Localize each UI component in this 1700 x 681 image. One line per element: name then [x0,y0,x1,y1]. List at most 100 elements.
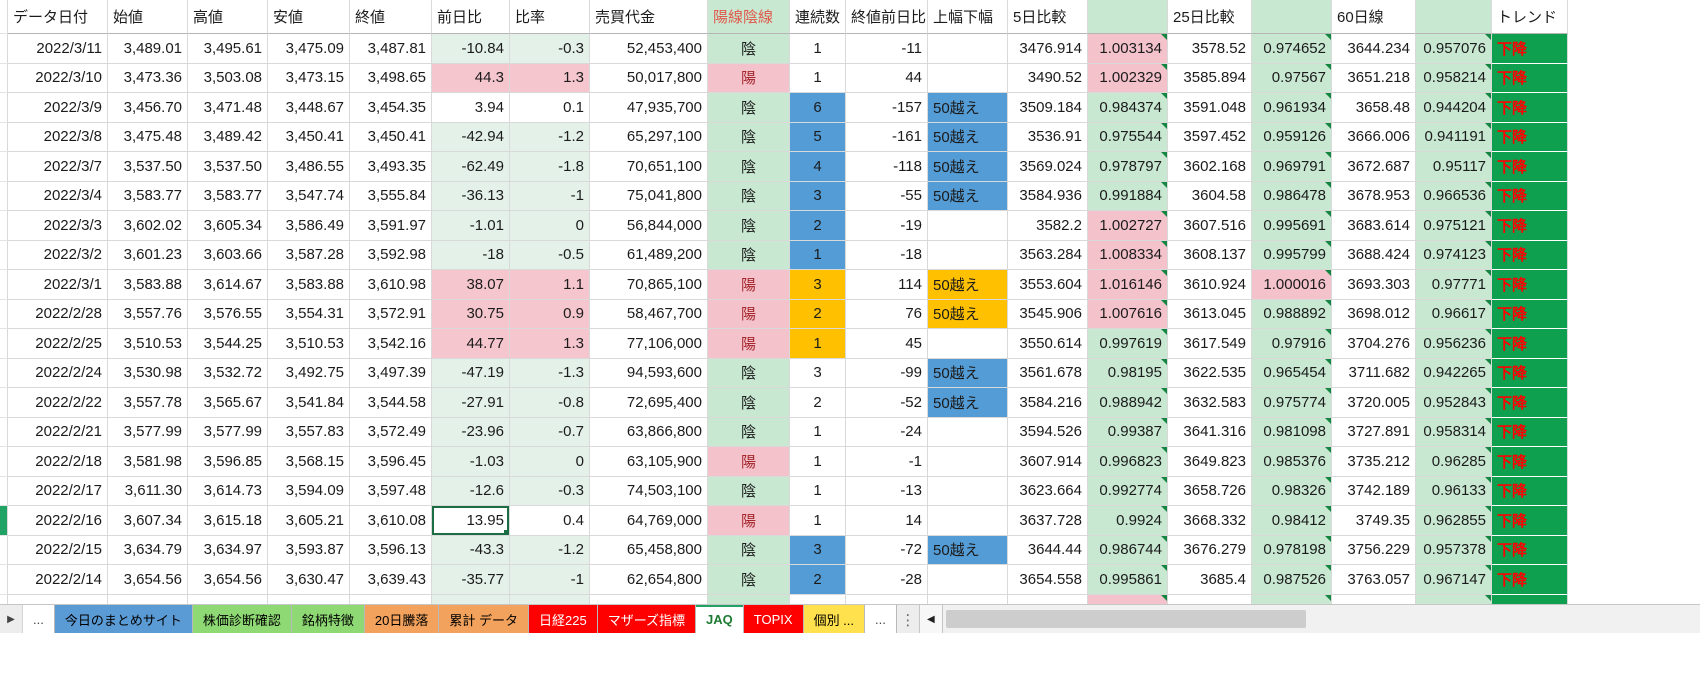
cell-low[interactable]: 3,630.47 [268,565,350,595]
cell-streak[interactable]: 3 [790,181,846,211]
sheet-tab-active[interactable]: JAQ [696,605,744,634]
cell-d25[interactable]: 3608.137 [1168,240,1252,270]
cell-d5[interactable]: 3584.216 [1008,388,1088,418]
cell-candle[interactable]: 陽 [708,63,790,93]
cell-ratio[interactable]: 1.3 [510,63,590,93]
cell-value[interactable]: 77,106,000 [590,329,708,359]
sheet-tab[interactable]: ... [865,605,897,634]
cell-streak[interactable]: 3 [790,535,846,565]
cell-d5r[interactable]: 0.9924 [1088,506,1168,536]
cell-candle[interactable]: 陰 [708,34,790,64]
cell-streak[interactable]: 1 [790,476,846,506]
column-header-change[interactable]: 前日比 [432,0,510,34]
cell-d25[interactable]: 3607.516 [1168,211,1252,241]
cell-d5[interactable]: 3476.914 [1008,34,1088,64]
cell-ratio[interactable]: -1.3 [510,358,590,388]
cell-d60r[interactable]: 0.942265 [1416,358,1492,388]
cell-low[interactable]: 3,554.31 [268,299,350,329]
cell-high[interactable]: 3,565.67 [188,388,268,418]
cell-value[interactable]: 52,453,400 [590,34,708,64]
cell-d60[interactable]: 3711.682 [1332,358,1416,388]
column-header-d60-ratio[interactable] [1416,0,1492,34]
cell-d5r[interactable]: 0.978797 [1088,152,1168,182]
cell-d25r[interactable]: 0.961934 [1252,93,1332,123]
cell-low[interactable]: 3,557.83 [268,417,350,447]
cell-candle[interactable]: 陽 [708,329,790,359]
cell-d25[interactable]: 3591.048 [1168,93,1252,123]
cell-streak[interactable] [790,594,846,604]
cell-value[interactable]: 61,489,200 [590,240,708,270]
cell-range[interactable]: 50越え [928,122,1008,152]
cell-close_diff[interactable]: 114 [846,270,928,300]
cell-close[interactable]: 3,487.81 [350,34,432,64]
cell-high[interactable]: 3,503.08 [188,63,268,93]
cell-d60r[interactable]: 0.962855 [1416,506,1492,536]
cell-ratio[interactable]: -0.5 [510,240,590,270]
cell-d5r[interactable]: 0.98195 [1088,358,1168,388]
sheet-tab[interactable]: 累計 データ [439,605,529,634]
cell-change[interactable]: -18 [432,240,510,270]
cell-close[interactable]: 3,454.35 [350,93,432,123]
column-header-close[interactable]: 終値 [350,0,432,34]
cell-candle[interactable]: 陰 [708,122,790,152]
cell-d60[interactable]: 3756.229 [1332,535,1416,565]
frozen-edge-cell[interactable] [0,299,8,329]
sheet-tab[interactable]: 株価診断確認 [192,605,292,634]
cell-close_diff[interactable]: -157 [846,93,928,123]
cell-high[interactable]: 3,471.48 [188,93,268,123]
cell-close[interactable]: 3,639.43 [350,565,432,595]
cell-d25r[interactable]: 0.98412 [1252,506,1332,536]
cell-streak[interactable]: 1 [790,63,846,93]
cell-close[interactable]: 3,555.84 [350,181,432,211]
cell-d25r[interactable]: 0.974652 [1252,34,1332,64]
cell-open[interactable]: 3,557.76 [108,299,188,329]
cell-d60[interactable]: 3720.005 [1332,388,1416,418]
cell-close[interactable]: 3,572.49 [350,417,432,447]
cell-close_diff[interactable]: 76 [846,299,928,329]
cell-close[interactable]: 3,610.08 [350,506,432,536]
cell-d5r[interactable]: 1.003134 [1088,34,1168,64]
cell-d60[interactable] [1332,594,1416,604]
cell-d25[interactable]: 3649.823 [1168,447,1252,477]
scrollbar-left-icon[interactable]: ◀ [918,605,943,634]
cell-d60[interactable]: 3683.614 [1332,211,1416,241]
cell-candle[interactable]: 陰 [708,93,790,123]
cell-range[interactable] [928,506,1008,536]
cell-close_diff[interactable]: -18 [846,240,928,270]
cell-close_diff[interactable]: 45 [846,329,928,359]
cell-value[interactable]: 63,866,800 [590,417,708,447]
cell-candle[interactable]: 陰 [708,417,790,447]
cell-d60r[interactable]: 0.941191 [1416,122,1492,152]
cell-d25[interactable]: 3668.332 [1168,506,1252,536]
cell-range[interactable] [928,594,1008,604]
cell-range[interactable]: 50越え [928,388,1008,418]
cell-trend[interactable]: 下降 [1492,240,1568,270]
cell-high[interactable]: 3,614.73 [188,476,268,506]
cell-date[interactable]: 2022/2/18 [8,447,108,477]
cell-date[interactable]: 2022/3/2 [8,240,108,270]
cell-high[interactable]: 3,537.50 [188,152,268,182]
cell-low[interactable]: 3,450.41 [268,122,350,152]
cell-d60r[interactable]: 0.97771 [1416,270,1492,300]
cell-streak[interactable]: 4 [790,152,846,182]
cell-low[interactable]: 3,448.67 [268,93,350,123]
cell-d60r[interactable]: 0.967147 [1416,565,1492,595]
cell-close[interactable]: 3,592.98 [350,240,432,270]
cell-d60[interactable]: 3658.48 [1332,93,1416,123]
cell-d60r[interactable]: 0.952843 [1416,388,1492,418]
cell-candle[interactable]: 陽 [708,299,790,329]
cell-d60[interactable]: 3651.218 [1332,63,1416,93]
cell-range[interactable]: 50越え [928,152,1008,182]
cell-trend[interactable] [1492,594,1568,604]
cell-open[interactable]: 3,537.50 [108,152,188,182]
cell-d5[interactable] [1008,594,1088,604]
cell-ratio[interactable]: 0 [510,447,590,477]
cell-change[interactable]: -27.91 [432,388,510,418]
frozen-edge-cell[interactable] [0,388,8,418]
cell-date[interactable]: 2022/3/8 [8,122,108,152]
cell-close_diff[interactable]: -13 [846,476,928,506]
cell-change[interactable]: 44.77 [432,329,510,359]
cell-value[interactable]: 72,695,400 [590,388,708,418]
cell-d5r[interactable]: 0.995861 [1088,565,1168,595]
frozen-edge-cell[interactable] [0,211,8,241]
